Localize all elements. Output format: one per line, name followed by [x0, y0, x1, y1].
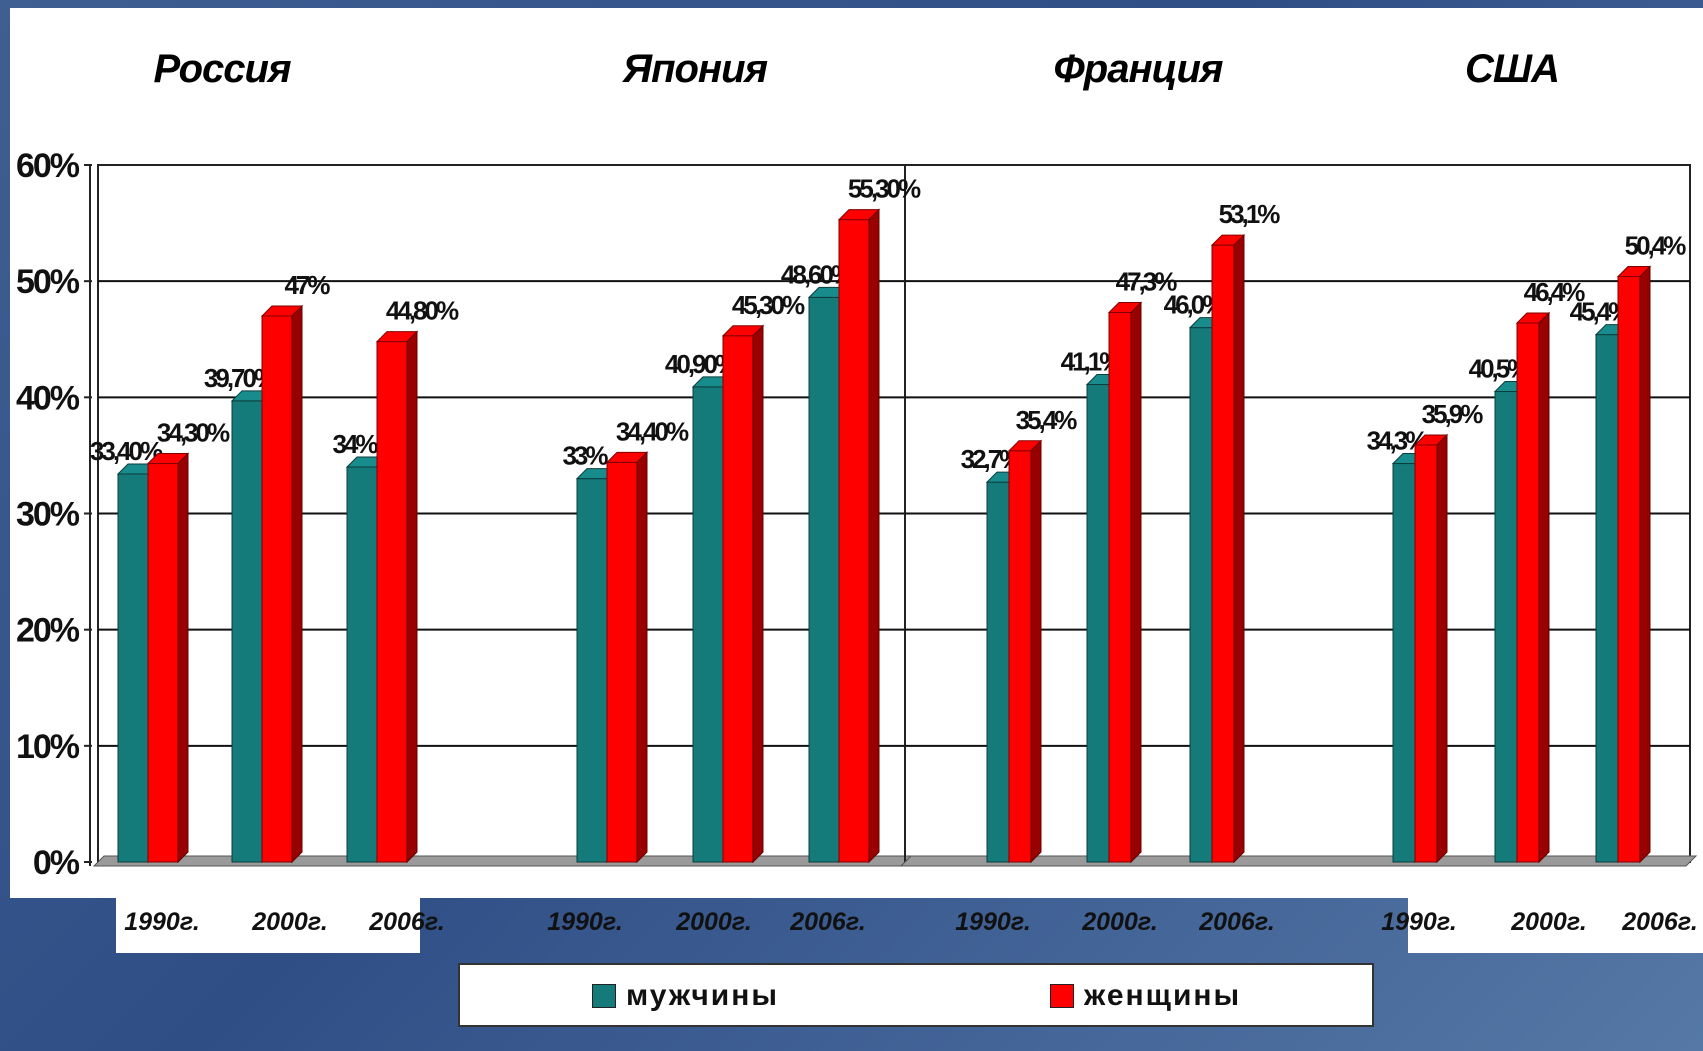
data-label: 34%	[332, 429, 378, 459]
data-label: 34,40%	[616, 416, 689, 446]
bar-men	[1086, 384, 1110, 863]
bar-men	[986, 481, 1010, 863]
chart-floor	[92, 855, 913, 867]
bar-women	[838, 219, 870, 863]
legend: мужчины женщины	[458, 963, 1374, 1027]
legend-item-men: мужчины	[592, 979, 779, 1013]
bar-women	[606, 461, 638, 863]
data-label: 35,9%	[1422, 399, 1484, 429]
bar-men	[1595, 334, 1619, 863]
data-label: 45,30%	[732, 290, 805, 320]
x-tick-label: 2000г.	[251, 908, 328, 936]
bar-women	[261, 315, 293, 863]
x-tick-label: 2006г.	[1198, 908, 1275, 936]
y-tick-label: 40%	[16, 379, 80, 417]
legend-label-women: женщины	[1084, 979, 1242, 1012]
bar-women	[722, 335, 754, 863]
bar-women-side	[868, 208, 880, 864]
data-label: 35,4%	[1016, 405, 1078, 435]
left-label-band	[116, 898, 420, 953]
x-tick-label: 1990г.	[955, 908, 1031, 936]
bar-men	[1392, 463, 1416, 863]
panel-title: Франция	[1054, 47, 1223, 91]
x-tick-label: 2000г.	[1081, 908, 1158, 936]
bar-women	[1617, 276, 1641, 863]
bar-women-side	[1639, 265, 1651, 864]
x-tick-label: 1990г.	[124, 908, 200, 936]
data-label: 34,30%	[157, 418, 230, 448]
data-label: 53,1%	[1219, 199, 1281, 229]
x-tick-label: 2000г.	[1510, 908, 1587, 936]
data-label: 47%	[284, 270, 330, 300]
data-label: 55,30%	[848, 174, 921, 204]
bar-women	[1008, 450, 1032, 863]
bar-women-side	[177, 452, 189, 864]
legend-item-women: женщины	[1050, 979, 1241, 1013]
bar-women	[1108, 312, 1132, 863]
y-tick-label: 30%	[16, 496, 80, 534]
y-tick-label: 20%	[16, 612, 80, 650]
bar-women	[1516, 322, 1540, 863]
x-tick-label: 2006г.	[789, 908, 866, 936]
bar-women	[376, 341, 408, 863]
bar-women	[1211, 244, 1235, 863]
data-label: 47,3%	[1116, 267, 1178, 297]
bar-men	[808, 296, 840, 863]
bar-women-side	[752, 324, 764, 864]
y-tick-label: 0%	[33, 844, 80, 882]
legend-swatch-men	[592, 984, 616, 1008]
x-tick-label: 1990г.	[547, 908, 623, 936]
bar-women-side	[1130, 301, 1142, 864]
x-tick-label: 2000г.	[675, 908, 752, 936]
bar-women	[147, 463, 179, 863]
bar-men	[576, 478, 608, 863]
panel-title: Россия	[153, 47, 291, 91]
bar-men	[1494, 391, 1518, 863]
bar-women	[1414, 444, 1438, 863]
data-label: 50,4%	[1625, 231, 1687, 261]
data-label: 46,4%	[1524, 277, 1586, 307]
bar-women-side	[291, 304, 303, 864]
bar-women-side	[1233, 233, 1245, 864]
x-tick-label: 2006г.	[368, 908, 445, 936]
legend-label-men: мужчины	[626, 979, 779, 1012]
bar-women-side	[1538, 311, 1550, 864]
x-tick-label: 2006г.	[1621, 908, 1698, 936]
right-label-band	[1408, 898, 1703, 953]
bar-women-side	[406, 330, 418, 864]
bar-women-side	[1436, 433, 1448, 864]
bar-men	[346, 466, 378, 863]
bar-men	[1189, 327, 1213, 863]
data-label: 33%	[562, 441, 608, 471]
bar-women-side	[1030, 439, 1042, 864]
panel-title: Япония	[622, 47, 768, 91]
y-tick-label: 60%	[16, 147, 80, 185]
bar-men	[231, 400, 263, 863]
y-tick-label: 50%	[16, 263, 80, 301]
legend-swatch-women	[1050, 984, 1074, 1008]
data-label: 44,80%	[386, 296, 459, 326]
panel-title: США	[1465, 47, 1559, 91]
bar-men	[117, 473, 149, 863]
bar-men	[692, 386, 724, 863]
x-tick-label: 1990г.	[1381, 908, 1457, 936]
bar-women-side	[636, 451, 648, 864]
y-tick-label: 10%	[16, 728, 80, 766]
